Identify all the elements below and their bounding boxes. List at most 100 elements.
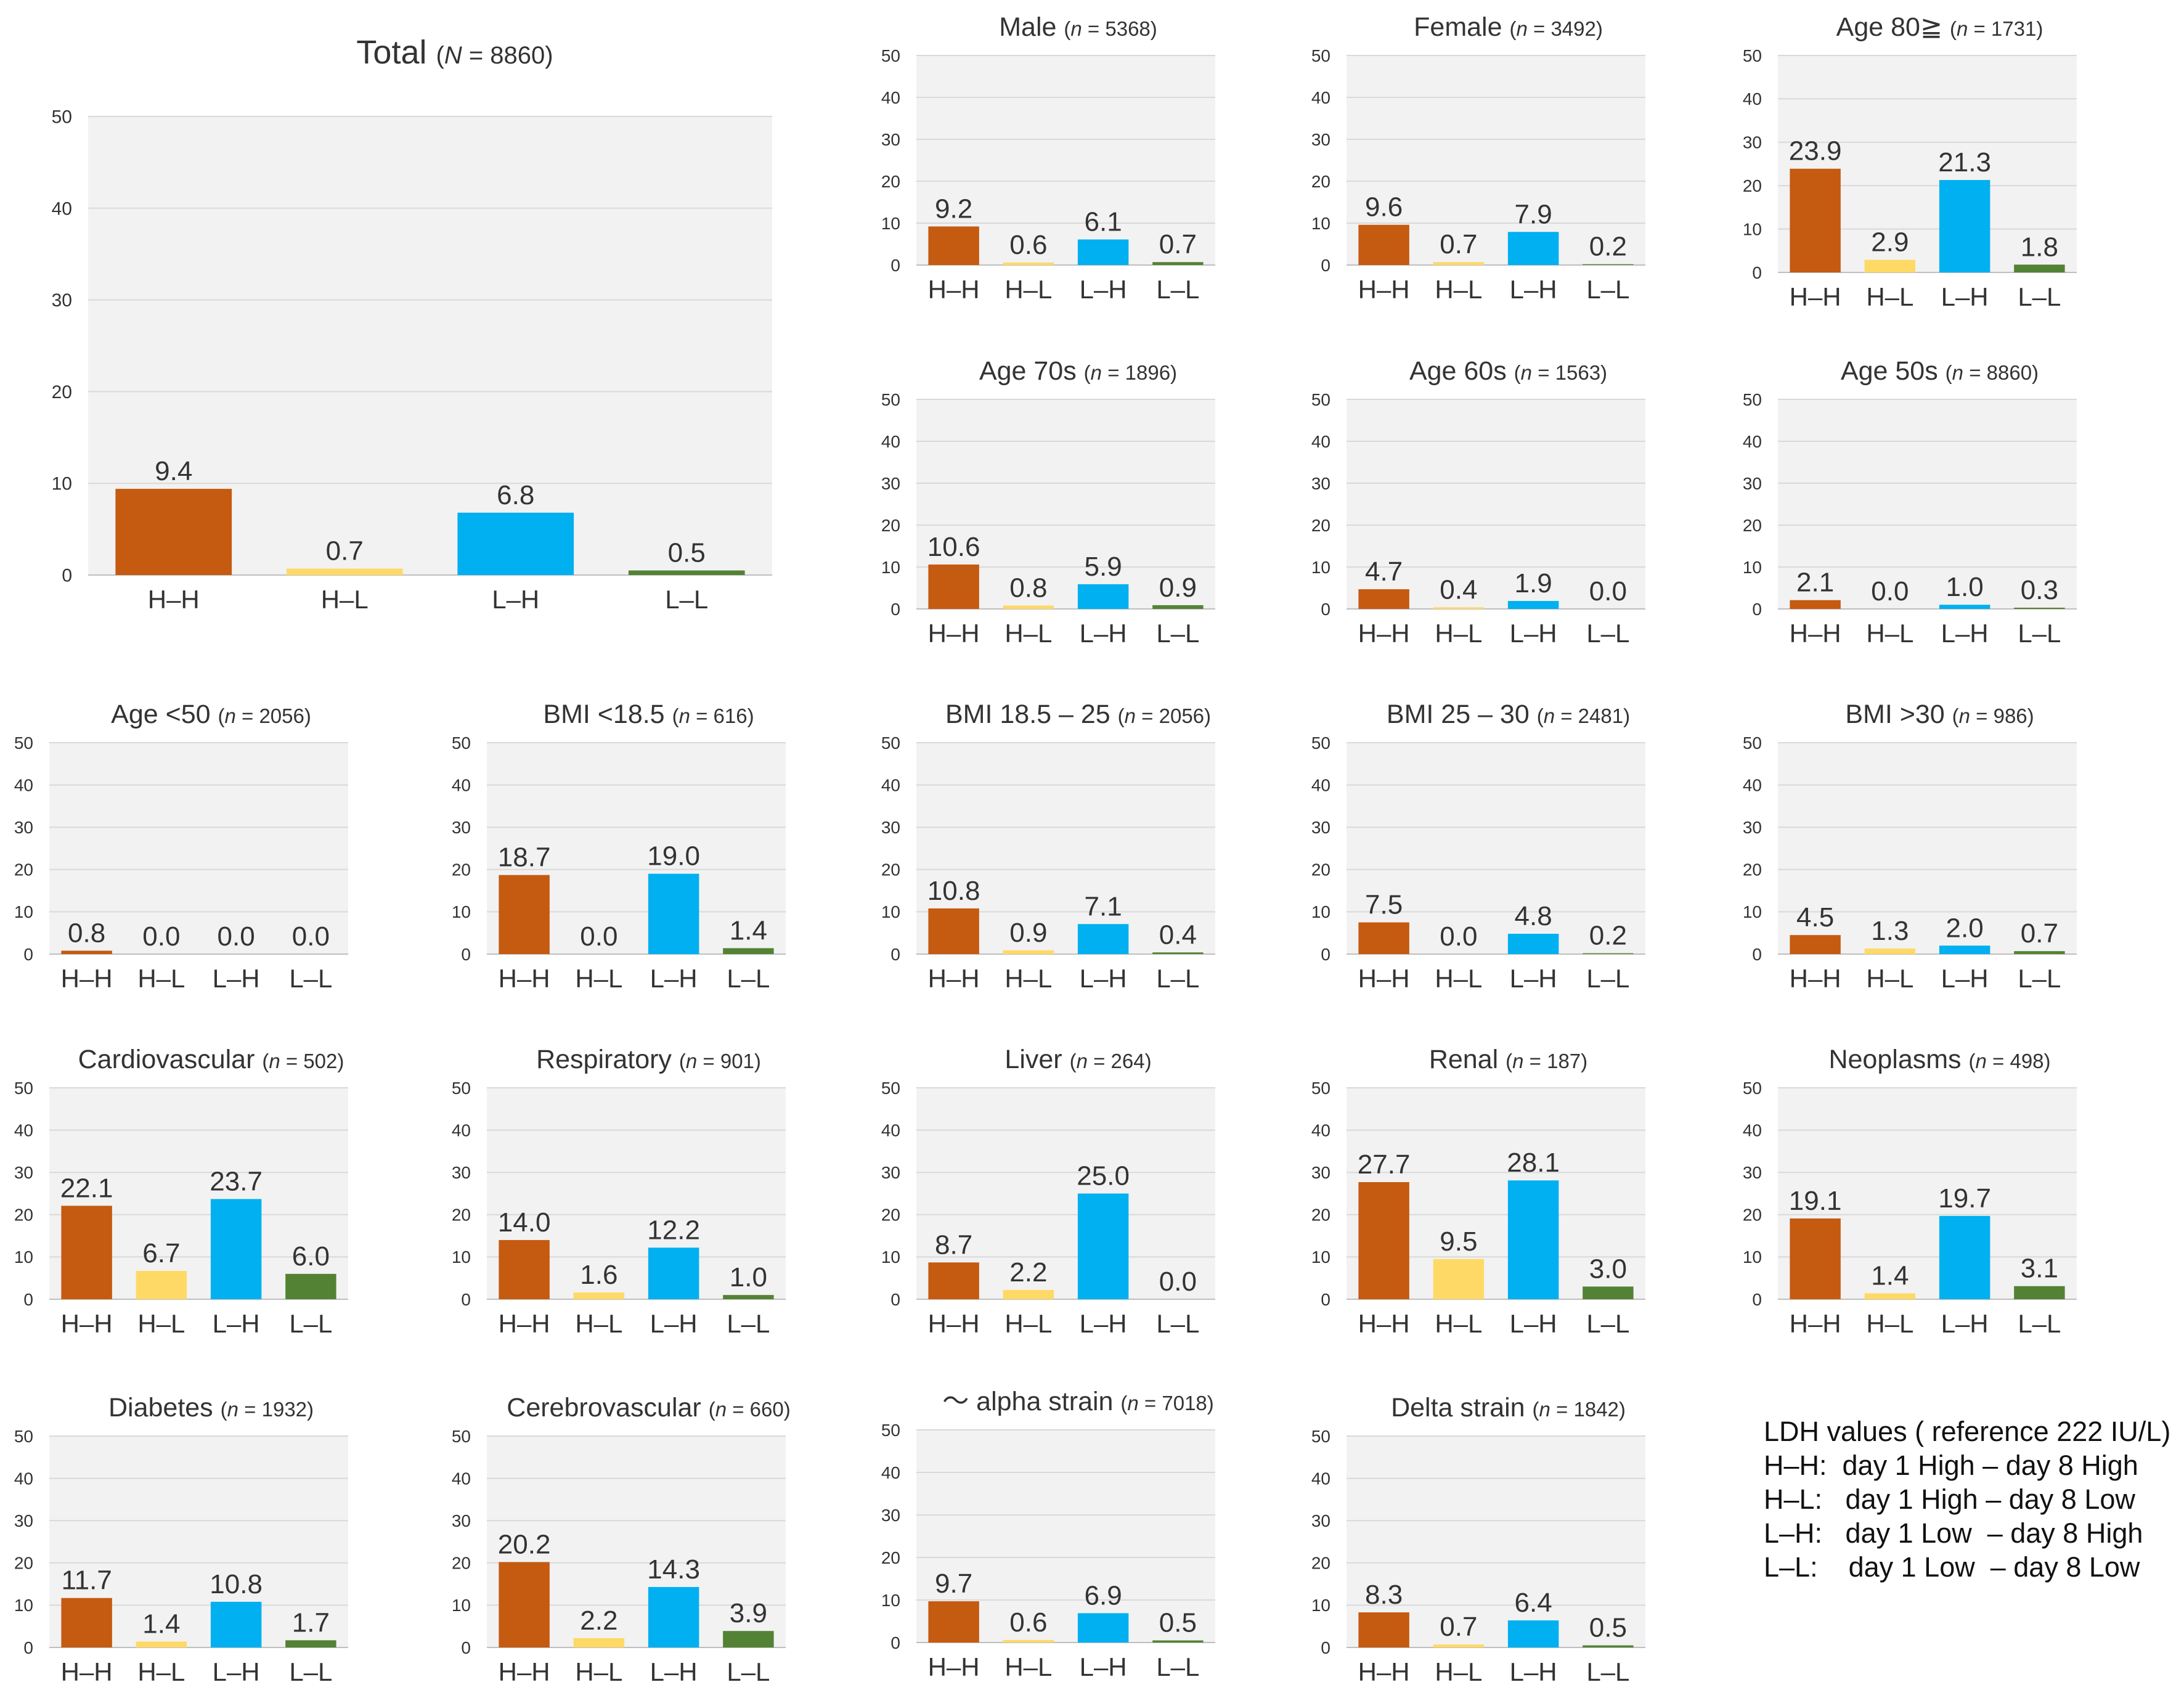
chart-n-symbol: n — [715, 1398, 727, 1421]
x-tick-label-hl: H–L — [1004, 964, 1052, 993]
y-tick-label: 20 — [1743, 516, 1762, 535]
value-label-hh: 27.7 — [1358, 1149, 1411, 1180]
bar-ll — [1583, 264, 1634, 265]
y-tick-label: 10 — [881, 1247, 900, 1267]
y-tick-label: 50 — [452, 733, 471, 753]
value-label-ll: 0.5 — [668, 538, 706, 568]
y-tick-label: 0 — [461, 945, 471, 964]
chart-n-symbol: n — [686, 1050, 697, 1072]
value-label-ll: 1.8 — [2021, 232, 2058, 262]
value-label-lh: 6.9 — [1085, 1580, 1122, 1610]
bar-lh — [1077, 1613, 1129, 1643]
chart-n-open: ( — [679, 1050, 686, 1072]
y-tick-label: 40 — [1311, 1120, 1330, 1140]
chart-title-text: Liver — [1004, 1045, 1069, 1074]
bar-ll — [1583, 1645, 1634, 1647]
value-label-hl: 0.6 — [1009, 1607, 1047, 1638]
value-label-hl: 2.2 — [1009, 1257, 1047, 1288]
chart-title: BMI 25 – 30 (n = 2481) — [1387, 700, 1630, 729]
x-tick-label-ll: L–L — [289, 1657, 332, 1686]
x-tick-label-hl: H–L — [1004, 619, 1052, 648]
bar-hh — [1358, 224, 1409, 265]
bar-lh — [1077, 239, 1129, 265]
bar-lh — [648, 1586, 699, 1647]
y-tick-label: 20 — [1311, 1206, 1330, 1225]
x-tick-label-lh: L–H — [1941, 1309, 1989, 1338]
chart-title-text: Age 70s — [979, 356, 1084, 386]
value-label-hl: 0.9 — [1009, 918, 1047, 948]
bar-hh — [1358, 922, 1409, 954]
x-tick-label-hh: H–H — [1358, 619, 1410, 648]
value-label-hl: 0.8 — [1009, 573, 1047, 603]
y-tick-label: 20 — [881, 1548, 900, 1567]
y-tick-label: 50 — [1743, 1079, 1762, 1098]
y-tick-label: 40 — [1743, 1120, 1762, 1140]
chart-title-text: Female — [1414, 12, 1509, 42]
y-tick-label: 30 — [1311, 130, 1330, 149]
y-tick-label: 20 — [1743, 860, 1762, 880]
y-tick-label: 20 — [881, 1206, 900, 1225]
bar-hh — [1790, 168, 1841, 272]
chart-n-value: = 2481) — [1555, 704, 1630, 727]
bar-hl — [1864, 259, 1916, 272]
y-tick-label: 40 — [1311, 1469, 1330, 1488]
y-tick-label: 20 — [452, 1554, 471, 1573]
bar-lh — [1507, 934, 1559, 954]
value-label-hh: 8.3 — [1365, 1580, 1403, 1610]
value-label-hh: 23.9 — [1789, 136, 1842, 166]
x-tick-label-hh: H–H — [499, 1657, 550, 1686]
chart-n-value: = 187) — [1523, 1050, 1587, 1072]
chart-title: Neoplasms (n = 498) — [1828, 1045, 2050, 1074]
bar-lh — [1939, 1215, 1990, 1299]
y-tick-label: 0 — [1752, 600, 1762, 619]
bar-hh — [928, 226, 979, 265]
x-tick-label-hl: H–L — [1435, 1309, 1482, 1338]
bar-hl — [1433, 607, 1485, 609]
bar-hl — [1864, 1293, 1916, 1299]
value-label-hh: 9.7 — [935, 1569, 972, 1599]
chart-panel-12: 0 10 20 30 40 50 22.1 H–H 6.7 H–L 23.7 L–H 6.0 L–L Car… — [14, 1045, 348, 1338]
value-label-lh: 10.8 — [210, 1569, 263, 1599]
bar-hh — [61, 1206, 112, 1299]
y-tick-label: 30 — [881, 474, 900, 493]
value-label-lh: 21.3 — [1938, 147, 1991, 178]
y-tick-label: 0 — [23, 1638, 33, 1657]
value-label-lh: 0.0 — [218, 921, 255, 952]
y-tick-label: 0 — [890, 256, 900, 275]
chart-panel-14: 0 10 20 30 40 50 8.7 H–H 2.2 H–L 25.0 L–H 0.0 L–L Live… — [881, 1045, 1215, 1338]
chart-panel-18: 0 10 20 30 40 50 20.2 H–H 2.2 H–L 14.3 L–H 3.9 L–L Cer… — [452, 1393, 791, 1686]
y-tick-label: 50 — [1311, 1427, 1330, 1446]
y-tick-label: 50 — [14, 733, 33, 753]
x-tick-label-hh: H–H — [928, 1652, 980, 1681]
y-tick-label: 10 — [452, 1247, 471, 1267]
y-tick-label: 30 — [452, 1163, 471, 1182]
y-tick-label: 30 — [1311, 818, 1330, 837]
chart-panel-15: 0 10 20 30 40 50 27.7 H–H 9.5 H–L 28.1 L–H 3.0 L–L Ren… — [1311, 1045, 1645, 1338]
y-tick-label: 0 — [461, 1638, 471, 1657]
chart-panel-17: 0 10 20 30 40 50 11.7 H–H 1.4 H–L 10.8 L–H 1.7 L–L Dia… — [14, 1393, 348, 1686]
value-label-lh: 7.9 — [1515, 199, 1552, 229]
value-label-hh: 8.7 — [935, 1230, 972, 1260]
value-label-hh: 0.8 — [68, 918, 105, 949]
chart-n-open: ( — [1969, 1050, 1976, 1072]
chart-n-open: ( — [262, 1050, 269, 1072]
bar-hh — [1790, 935, 1841, 954]
value-label-lh: 5.9 — [1085, 552, 1122, 582]
value-label-lh: 23.7 — [210, 1166, 263, 1196]
chart-n-open: ( — [1509, 17, 1516, 40]
y-tick-label: 40 — [14, 775, 33, 794]
x-tick-label-ll: L–L — [2018, 282, 2061, 311]
value-label-hh: 9.2 — [935, 194, 972, 224]
x-tick-label-lh: L–H — [1510, 619, 1557, 648]
y-tick-label: 30 — [1311, 474, 1330, 493]
chart-panel-10: 0 10 20 30 40 50 7.5 H–H 0.0 H–L 4.8 L–H 0.2 L–L BMI 2… — [1311, 700, 1645, 993]
bar-hl — [1003, 1639, 1054, 1643]
y-tick-label: 50 — [881, 1421, 900, 1440]
value-label-hl: 2.9 — [1871, 227, 1909, 258]
bar-hl — [1433, 1259, 1485, 1299]
y-tick-label: 0 — [461, 1290, 471, 1309]
y-tick-label: 50 — [1311, 390, 1330, 409]
bar-ll — [285, 1640, 336, 1647]
y-tick-label: 20 — [452, 860, 471, 880]
chart-n-open: ( — [436, 42, 444, 69]
